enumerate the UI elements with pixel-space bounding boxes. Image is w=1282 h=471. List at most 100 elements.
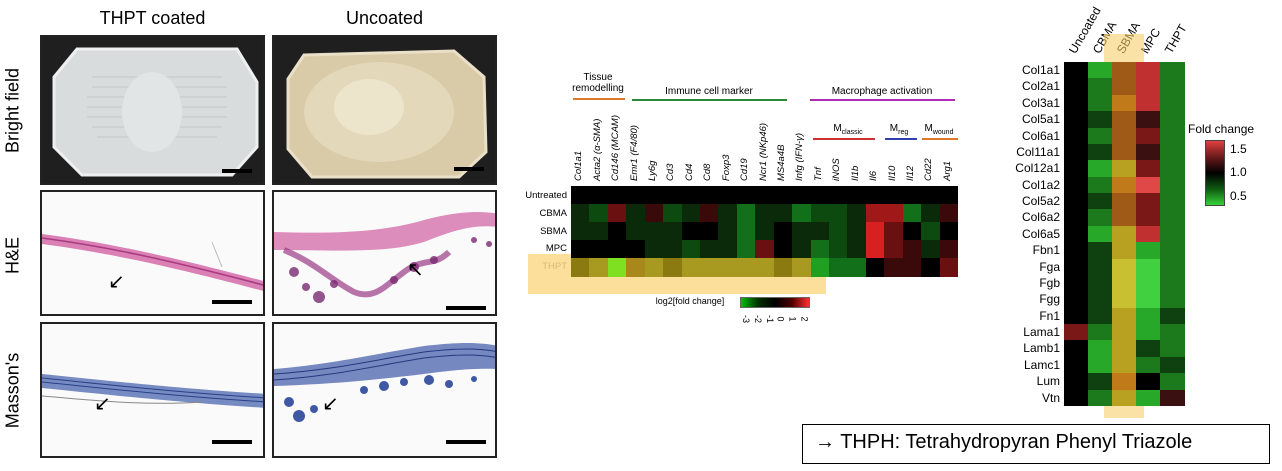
ecm-heatmap-cell xyxy=(1112,94,1137,112)
ecm-heatmap-cell xyxy=(1160,127,1185,145)
ecm-heatmap-cell xyxy=(1064,143,1089,161)
ecm-heatmap-cell xyxy=(1088,160,1113,178)
heatmap-cell xyxy=(681,258,701,277)
row-label: Fgb xyxy=(1039,275,1060,290)
row-label: Col6a1 xyxy=(1021,128,1060,143)
heatmap-cell xyxy=(792,222,812,241)
heatmap-cell xyxy=(921,240,941,259)
heatmap-cell xyxy=(847,240,867,259)
ecm-heatmap-cell xyxy=(1064,209,1089,227)
gene-label: Cd146 (MCAM) xyxy=(610,115,622,181)
gene-label: Cd4 xyxy=(683,163,695,181)
row-label: Fn1 xyxy=(1039,308,1060,323)
gene-label: Cd8 xyxy=(702,163,714,181)
heatmap-cell xyxy=(607,186,627,205)
ecm-heatmap-cell xyxy=(1064,324,1089,341)
heatmap-cell xyxy=(736,222,756,241)
ecm-heatmap-cell xyxy=(1112,274,1137,292)
heatmap-cell xyxy=(884,240,904,259)
heatmap-cell xyxy=(792,204,812,223)
heatmap-cell xyxy=(865,240,885,259)
row-label-he: H&E xyxy=(2,237,23,275)
ecm-heatmap-cell xyxy=(1088,127,1113,145)
ecm-heatmap-cell xyxy=(1136,373,1161,391)
heatmap-cell xyxy=(718,222,738,241)
ecm-heatmap-cell xyxy=(1064,111,1089,129)
ecm-heatmap-cell xyxy=(1088,373,1113,391)
gene-label: Il12 xyxy=(904,165,916,181)
ecm-heatmap-cell xyxy=(1160,389,1185,407)
ecm-heatmap-cell xyxy=(1136,307,1161,325)
gene-label: Arg1 xyxy=(941,160,953,181)
subgroup-line-mclassic xyxy=(813,138,875,140)
ecm-heatmap-cell xyxy=(1064,193,1089,210)
row-label: Fbn1 xyxy=(1032,243,1060,258)
row-label: Vtn xyxy=(1041,390,1060,405)
ecm-heatmap-cell xyxy=(1112,62,1137,79)
heatmap-cell xyxy=(626,258,646,277)
group-label-immune-cell-marker: Immune cell marker xyxy=(665,86,753,97)
legend-tick: 1 xyxy=(787,316,798,322)
ecm-heatmap-cell xyxy=(1064,356,1089,374)
legend-tick-mid: 1.0 xyxy=(1230,165,1247,179)
legend-label: log2[fold change] xyxy=(655,296,725,306)
heatmap-cell xyxy=(755,258,775,277)
heatmap-cell xyxy=(663,258,683,277)
ecm-heatmap-cell xyxy=(1088,209,1113,227)
ecm-heatmap-cell xyxy=(1088,62,1113,79)
heatmap-cell xyxy=(829,186,848,205)
heatmap-cell xyxy=(810,222,830,241)
ecm-heatmap-cell xyxy=(1088,225,1113,243)
ecm-heatmap-cell xyxy=(1112,291,1137,309)
heatmap-cell xyxy=(884,258,904,277)
group-line-tissue-remodelling xyxy=(573,98,625,100)
heatmap-cell xyxy=(902,240,922,259)
row-label: Col6a2 xyxy=(1021,210,1060,225)
massons-thpt-image: ↙ xyxy=(40,322,265,458)
heatmap-cell xyxy=(902,258,922,277)
heatmap-cell xyxy=(607,204,627,223)
row-label-sbma: SBMA xyxy=(540,226,567,237)
ecm-heatmap-cell xyxy=(1136,78,1161,96)
heatmap-cell xyxy=(921,204,941,223)
ecm-heatmap-cell xyxy=(1136,340,1161,358)
heatmap-cell xyxy=(589,240,609,259)
ecm-heatmap-cell xyxy=(1160,324,1185,341)
ecm-heatmap-cell xyxy=(1112,258,1137,276)
ecm-heatmap-cell xyxy=(1064,340,1089,358)
ecm-heatmap-cell xyxy=(1112,111,1137,129)
ecm-heatmap-cell xyxy=(1160,209,1185,227)
ecm-heatmap-cell xyxy=(1088,389,1113,407)
heatmap-cell xyxy=(700,240,719,259)
heatmap-cell xyxy=(644,186,664,205)
legend-tick: -1 xyxy=(765,314,776,324)
ecm-heatmap-cell xyxy=(1160,193,1185,210)
ecm-heatmap-grid xyxy=(1064,62,1185,407)
gene-label: Emr1 (F4/80) xyxy=(628,125,640,181)
heatmap-cell xyxy=(810,186,830,205)
heatmap-cell xyxy=(810,240,830,259)
heatmap-cell xyxy=(736,240,756,259)
row-label: Fga xyxy=(1039,259,1060,274)
legend-tick: 2 xyxy=(799,316,810,322)
ecm-heatmap-cell xyxy=(1136,389,1161,407)
legend-tick: 0 xyxy=(775,316,786,322)
heatmap-cell xyxy=(644,204,664,223)
ecm-heatmap-cell xyxy=(1112,193,1137,210)
heatmap-cell xyxy=(589,186,609,205)
heatmap-cell xyxy=(736,186,756,205)
row-label-cbma: CBMA xyxy=(539,208,567,219)
ecm-heatmap-cell xyxy=(1136,193,1161,210)
gene-label: Acta2 (α-SMA) xyxy=(591,118,603,181)
column-label: THPT xyxy=(1161,21,1190,57)
heatmap-cell xyxy=(829,204,848,223)
heatmap-cell xyxy=(626,186,646,205)
heatmap-cell xyxy=(865,222,885,241)
heatmap-cell xyxy=(755,240,775,259)
heatmap-cell xyxy=(571,186,590,205)
ecm-heatmap-cell xyxy=(1064,389,1089,407)
ecm-heatmap-cell xyxy=(1064,78,1089,96)
ecm-heatmap-cell xyxy=(1160,307,1185,325)
heatmap-cell xyxy=(773,240,793,259)
heatmap-cell xyxy=(792,258,812,277)
